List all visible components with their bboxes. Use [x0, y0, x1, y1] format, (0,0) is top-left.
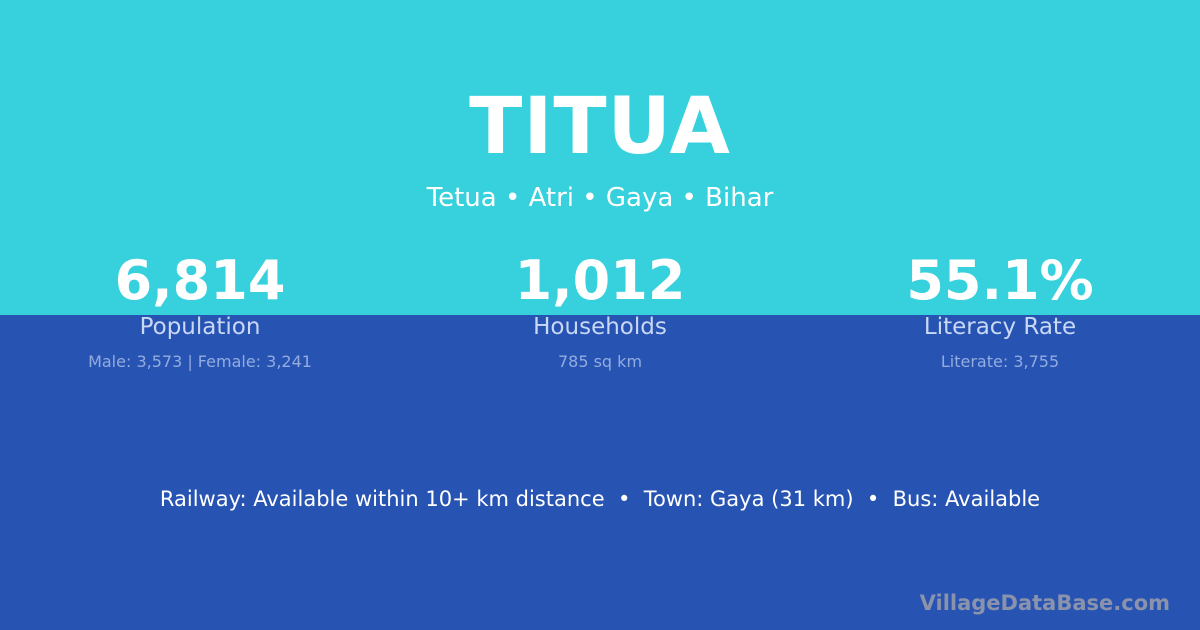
stat-label: Households — [533, 314, 667, 340]
stat-label: Population — [139, 314, 261, 340]
header-band — [0, 0, 1200, 315]
stat-population: 6,814 Population Male: 3,573 | Female: 3… — [0, 249, 400, 372]
stat-literacy: 55.1% Literacy Rate Literate: 3,755 — [800, 249, 1200, 372]
stat-households: 1,012 Households 785 sq km — [400, 249, 800, 372]
watermark: VillageDataBase.com — [919, 591, 1170, 615]
stat-detail: Literate: 3,755 — [940, 352, 1060, 371]
stat-value: 6,814 — [114, 249, 286, 312]
stat-value: 55.1% — [906, 249, 1094, 312]
stat-detail: Male: 3,573 | Female: 3,241 — [88, 352, 312, 371]
stat-value: 1,012 — [514, 249, 686, 312]
stat-detail: 785 sq km — [557, 352, 643, 371]
amenities-info: Railway: Available within 10+ km distanc… — [159, 487, 1041, 511]
village-title: TITUA — [469, 82, 731, 172]
location-breadcrumb: Tetua • Atri • Gaya • Bihar — [426, 183, 774, 213]
footer-band — [0, 315, 1200, 630]
stat-label: Literacy Rate — [923, 314, 1077, 340]
